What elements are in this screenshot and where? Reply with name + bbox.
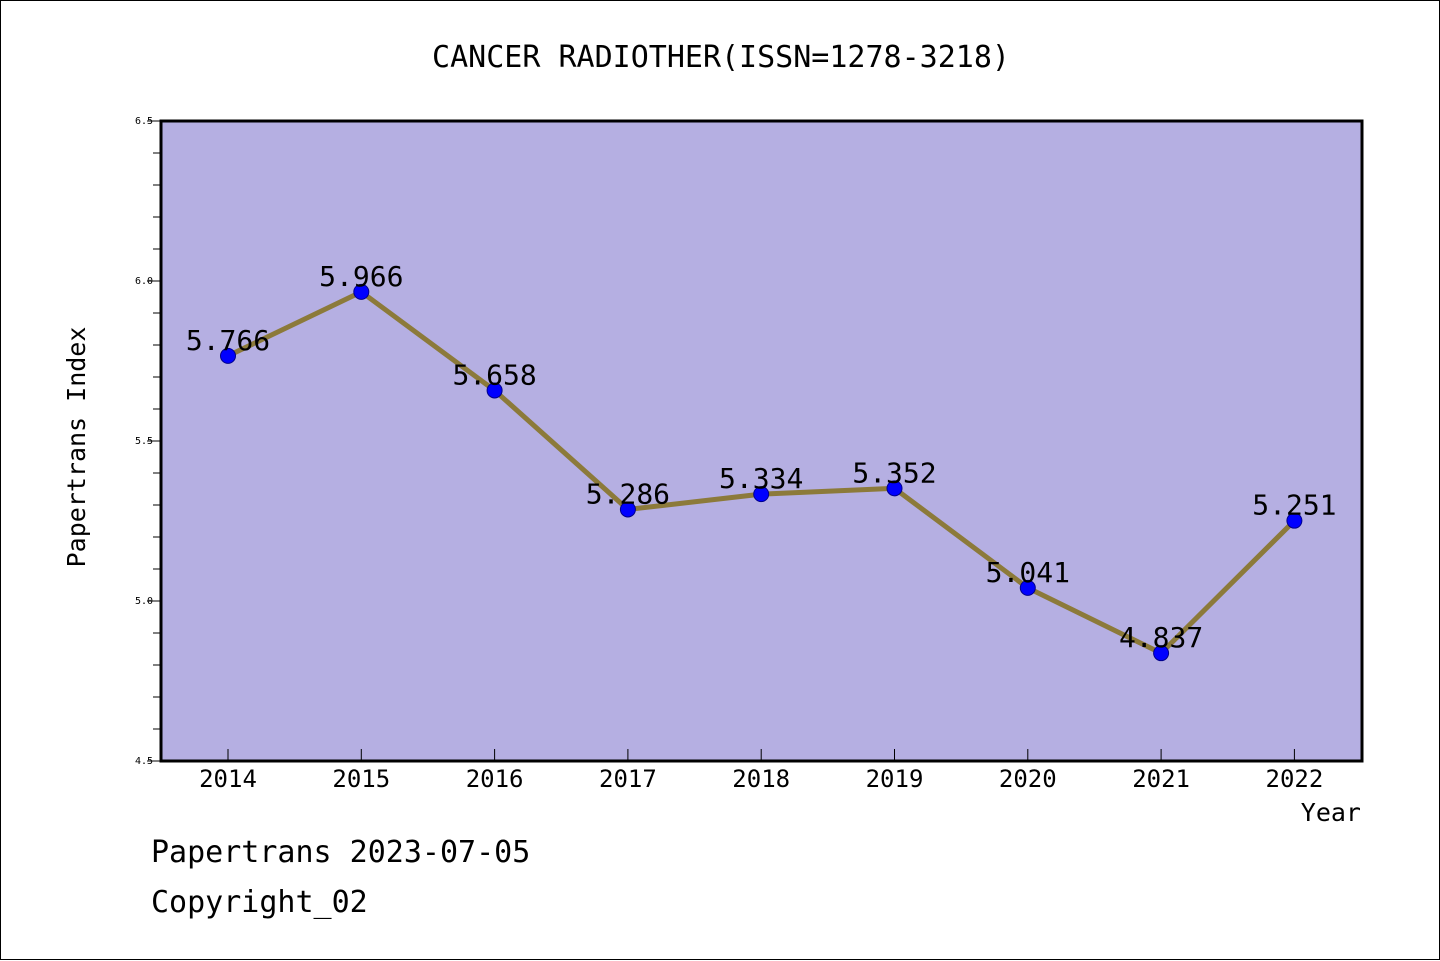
x-axis-label: Year [1301,798,1361,827]
footer-copyright: Copyright_02 [151,885,368,920]
data-label: 5.658 [452,358,536,391]
data-label: 5.766 [186,324,270,357]
chart-title: CANCER RADIOTHER(ISSN=1278-3218) [432,40,1010,75]
data-label: 5.334 [719,462,803,495]
data-point [1019,579,1036,596]
plot-area [159,119,1364,763]
data-point [886,480,903,497]
data-point [1286,512,1303,529]
data-label: 4.837 [1119,621,1203,654]
data-point [753,486,770,503]
data-label: 5.251 [1252,489,1336,522]
y-tick-label: 5.5 [135,436,153,447]
y-tick-label: 6.5 [135,116,153,127]
data-point [353,283,370,300]
x-tick-label: 2017 [599,765,657,793]
data-point [220,347,236,364]
data-label: 5.352 [852,456,936,489]
data-point [619,501,636,518]
footer-date: Papertrans 2023-07-05 [151,835,531,870]
x-tick-label: 2020 [999,765,1057,793]
data-points [220,283,1303,662]
x-tick-label: 2018 [732,765,790,793]
x-tick-label: 2016 [466,765,524,793]
data-point [486,382,503,399]
data-label: 5.041 [986,556,1070,589]
data-point [1153,645,1170,662]
y-axis-label: Papertrans Index [62,327,91,568]
x-tick-label: 2022 [1266,765,1324,793]
y-tick-label: 4.5 [135,756,153,767]
x-tick-label: 2015 [332,765,390,793]
data-label: 5.966 [319,260,403,293]
y-tick-label: 6.0 [135,276,153,287]
x-tick-label: 2021 [1132,765,1190,793]
data-labels: 5.766 5.966 5.658 5.286 5.334 5.352 5.041 4.837… [186,260,1337,654]
x-tick-label: 2019 [866,765,924,793]
data-label: 5.286 [586,477,670,510]
x-axis: 2014 2015 2016 2017 2018 2019 2020 2021 2022 [199,749,1323,793]
y-tick-label: 5.0 [135,596,153,607]
x-tick-label: 2014 [199,765,257,793]
y-axis: 4.5 5.0 5.5 6.0 6.5 [135,116,161,767]
